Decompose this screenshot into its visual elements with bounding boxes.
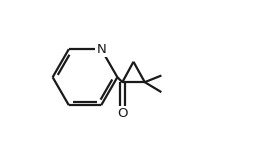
Text: O: O <box>117 107 128 120</box>
Text: N: N <box>96 43 106 56</box>
